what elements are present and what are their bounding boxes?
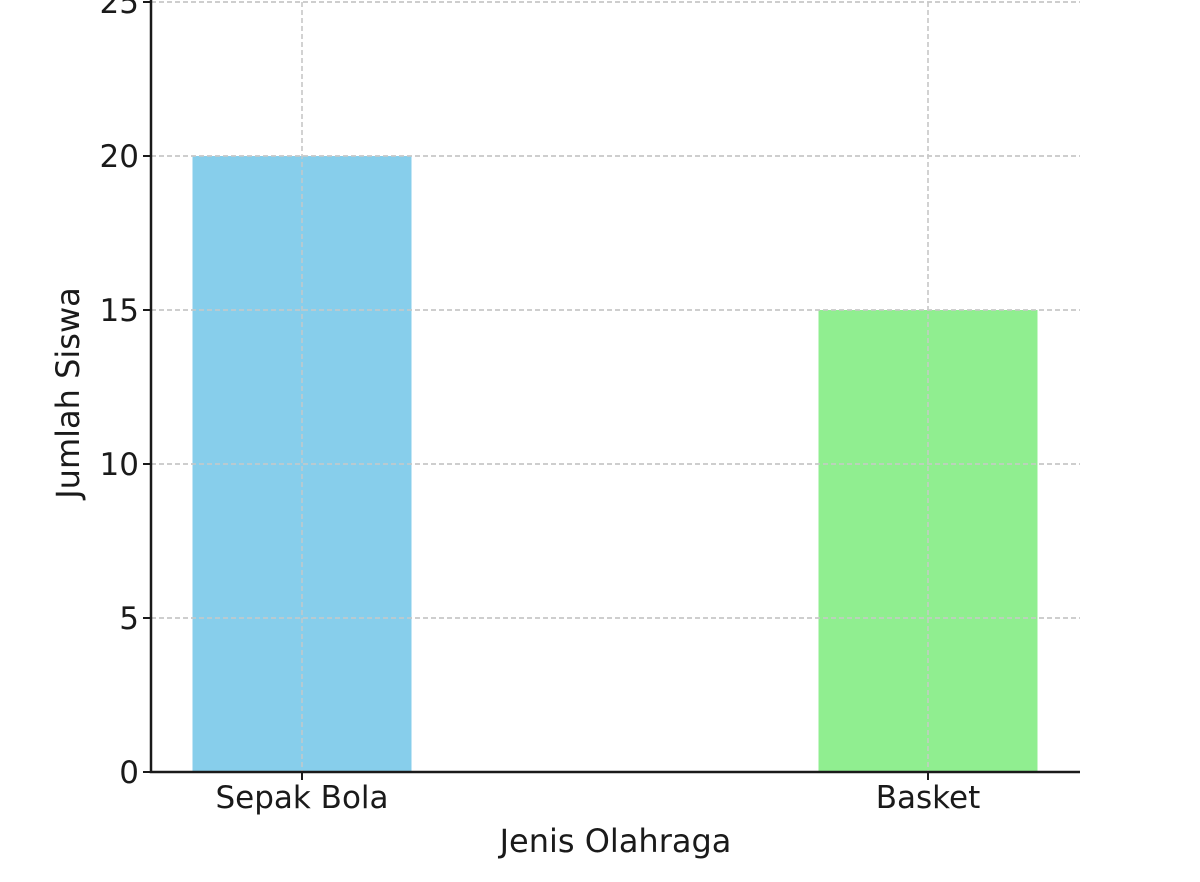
x-axis-label: Jenis Olahraga xyxy=(498,822,732,860)
bars xyxy=(151,1,1080,772)
x-tick-label: Sepak Bola xyxy=(215,780,388,816)
y-axis-ticks: 0 5 10 15 20 25 xyxy=(100,0,151,791)
y-tick-label: 10 xyxy=(100,447,139,483)
y-tick-label: 15 xyxy=(100,293,139,329)
y-tick-label: 20 xyxy=(100,139,139,175)
y-tick-label: 0 xyxy=(119,755,139,791)
x-axis-ticks: Sepak Bola Basket xyxy=(215,772,980,816)
y-tick-label: 25 xyxy=(100,0,139,21)
y-tick-label: 5 xyxy=(119,601,139,637)
x-tick-label: Basket xyxy=(876,780,981,816)
y-axis-label: Jumlah Siswa xyxy=(49,287,87,501)
